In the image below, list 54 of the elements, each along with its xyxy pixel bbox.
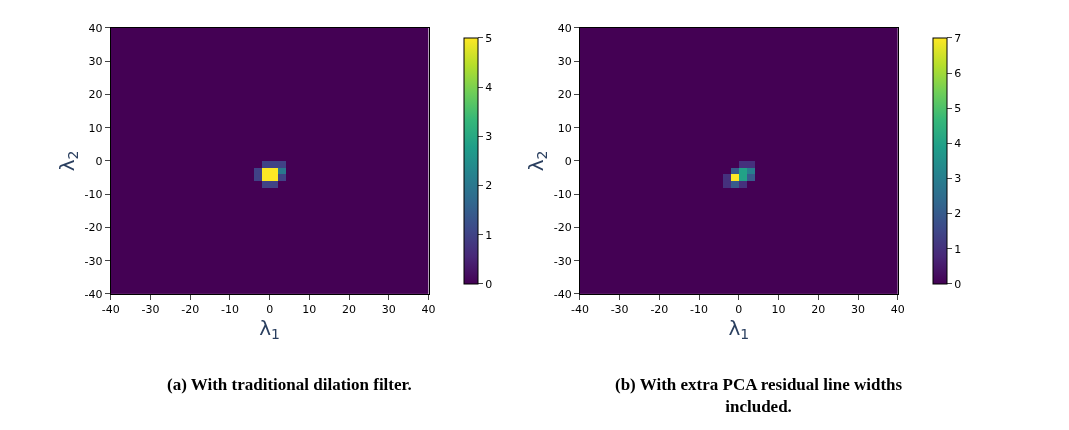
text: (b) With extra PCA residual line widths included. — [615, 375, 903, 417]
color-bar-label: 0 — [485, 277, 493, 291]
x-tick-label: 30 — [381, 303, 396, 317]
x-tick-label: 0 — [266, 303, 274, 317]
x-axis-title: λ$_{1}$ — [728, 316, 750, 343]
x-tick-label: 40 — [421, 303, 436, 317]
color-bar-label: 2 — [485, 179, 493, 193]
y-tick-label: 0 — [564, 154, 572, 168]
x-tick-label: 10 — [771, 303, 786, 317]
color-bar-label: 5 — [954, 102, 962, 116]
y-tick-label: -30 — [84, 254, 103, 268]
color-bar-label: 6 — [954, 66, 962, 80]
y-tick-label: 30 — [88, 55, 103, 69]
x-tick-label: 40 — [890, 303, 905, 317]
x-tick-label: -30 — [141, 303, 160, 317]
y-tick-label: 40 — [557, 21, 572, 35]
x-tick-label: 20 — [811, 303, 826, 317]
x-tick-label: 10 — [302, 303, 317, 317]
y-tick-label: -40 — [553, 287, 572, 301]
color-bar-label: 3 — [485, 130, 493, 144]
y-tick-label: -10 — [84, 188, 103, 201]
y-tick-label: -40 — [84, 287, 103, 301]
color-bar-label: 3 — [954, 172, 962, 186]
y-tick-label: -20 — [553, 221, 572, 235]
color-bar-label: 5 — [485, 31, 493, 45]
y-tick-label: 40 — [88, 21, 103, 35]
color-bar-label: 7 — [954, 31, 962, 45]
color-bar-label: 4 — [954, 137, 962, 151]
y-tick-label: -30 — [553, 254, 572, 268]
x-tick-label: -10 — [690, 303, 709, 317]
color-bar-label: 1 — [485, 228, 493, 242]
color-bar-label: 0 — [954, 277, 962, 291]
y-tick-label: 10 — [88, 121, 103, 135]
x-tick-label: -20 — [650, 303, 669, 317]
x-tick-label: -40 — [570, 303, 589, 317]
y-tick-label: 10 — [557, 121, 572, 135]
text: (a) With traditional dilation filter. — [167, 375, 412, 394]
color-bar-label: 4 — [485, 80, 493, 94]
y-tick-label: -20 — [84, 221, 103, 235]
x-tick-label: -40 — [101, 303, 120, 317]
color-bar-label: 1 — [954, 242, 962, 256]
y-tick-label: 20 — [557, 88, 572, 102]
x-tick-label: 20 — [342, 303, 357, 317]
x-tick-label: -30 — [610, 303, 629, 317]
x-axis-title: λ$_{1}$ — [259, 316, 281, 343]
y-tick-label: 20 — [88, 88, 103, 102]
x-tick-label: -10 — [220, 303, 239, 317]
x-tick-label: -20 — [181, 303, 200, 317]
y-tick-label: -10 — [553, 188, 572, 201]
x-tick-label: 30 — [851, 303, 866, 317]
y-tick-label: 30 — [557, 55, 572, 69]
y-tick-label: 0 — [95, 154, 103, 168]
color-bar-label: 2 — [954, 207, 962, 221]
x-tick-label: 0 — [735, 303, 743, 317]
